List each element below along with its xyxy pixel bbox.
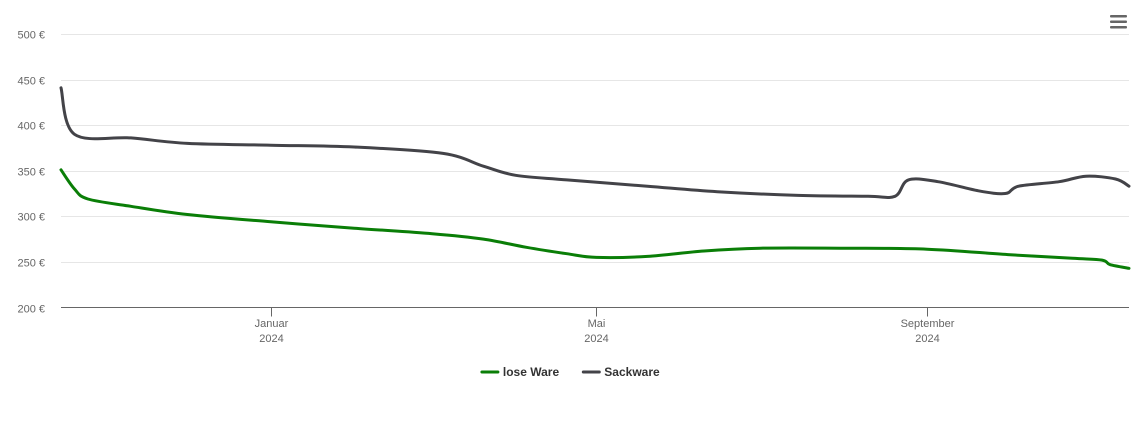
x-axis: Januar 2024 Mai 2024 September 2024 xyxy=(61,307,1129,345)
series-line-0 xyxy=(59,168,1131,270)
grid-lines xyxy=(61,34,1129,263)
x-tick-label-year: 2024 xyxy=(259,333,283,345)
y-tick-label: 500 € xyxy=(17,30,45,42)
legend-label: lose Ware xyxy=(503,365,560,379)
legend-item[interactable]: lose Ware xyxy=(480,365,560,379)
y-tick-label: 250 € xyxy=(17,258,45,270)
y-axis: 200 € 250 € 300 € 350 € 400 € 450 € 500 € xyxy=(17,30,45,316)
x-tick-label-year: 2024 xyxy=(584,333,608,345)
x-tick-label-month: Januar xyxy=(255,318,289,330)
y-tick-label: 200 € xyxy=(17,304,45,316)
menu-icon[interactable] xyxy=(1104,10,1134,34)
y-tick-label: 350 € xyxy=(17,167,45,179)
y-tick-label: 450 € xyxy=(17,76,45,88)
legend-label: Sackware xyxy=(604,365,660,379)
series-line-1 xyxy=(59,86,1131,200)
legend-item[interactable]: Sackware xyxy=(581,365,660,379)
series-lines xyxy=(59,86,1131,270)
x-tick-label-year: 2024 xyxy=(915,333,939,345)
x-tick-label-month: Mai xyxy=(588,318,606,330)
x-tick-label-month: September xyxy=(901,318,955,330)
y-tick-label: 400 € xyxy=(17,121,45,133)
legend: lose Ware Sackware xyxy=(480,365,660,379)
y-tick-label: 300 € xyxy=(17,212,45,224)
